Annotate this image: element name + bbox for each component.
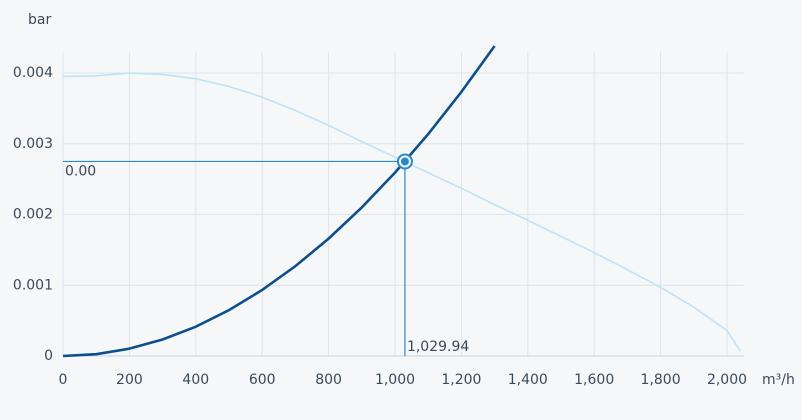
x-tick-label: 1,800 <box>641 372 681 388</box>
x-tick-label: 800 <box>315 372 342 388</box>
operating-y-label: 0.00 <box>65 163 96 179</box>
x-tick-label: 400 <box>182 372 209 388</box>
y-tick-label: 0.003 <box>13 136 53 152</box>
x-tick-label: 2,000 <box>707 372 747 388</box>
curve <box>62 45 496 358</box>
x-tick-label: 1,000 <box>375 372 415 388</box>
x-tick-label: 0 <box>59 372 68 388</box>
y-tick-label: 0.001 <box>13 277 53 293</box>
x-tick-label: 1,200 <box>441 372 481 388</box>
x-axis-label: m³/h <box>762 372 795 388</box>
x-tick-label: 600 <box>249 372 276 388</box>
operating-point <box>400 157 409 166</box>
y-tick-label: 0.004 <box>13 65 53 81</box>
x-tick-label: 1,400 <box>508 372 548 388</box>
y-tick-label: 0.002 <box>13 207 53 223</box>
y-axis-label: bar <box>28 12 51 28</box>
x-tick-label: 200 <box>116 372 143 388</box>
y-tick-label: 0 <box>44 348 53 364</box>
x-tick-label: 1,600 <box>574 372 614 388</box>
operating-x-label: 1,029.94 <box>407 339 469 355</box>
